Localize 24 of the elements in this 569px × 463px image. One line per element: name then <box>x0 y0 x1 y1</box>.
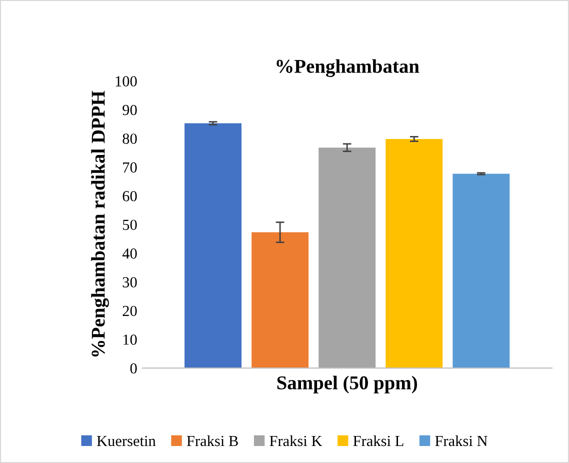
legend-label: Fraksi N <box>435 435 488 446</box>
y-tick-label: 50 <box>123 220 137 230</box>
legend-label: Kuersetin <box>96 436 156 446</box>
y-tick-label: 80 <box>122 134 137 144</box>
y-tick-label: 70 <box>123 162 137 173</box>
bar <box>318 148 376 368</box>
y-axis-title: %Penghambatan radikal DPPH <box>91 90 109 357</box>
y-tick-label: 40 <box>122 248 137 259</box>
y-tick-label: 30 <box>122 277 137 288</box>
legend-label: Fraksi L <box>353 435 404 446</box>
bar <box>452 174 510 368</box>
y-tick-label: 20 <box>122 306 137 316</box>
y-tick-label: 60 <box>122 190 137 202</box>
chart-title: %Penghambatan <box>276 59 420 77</box>
y-tick-label: 0 <box>130 363 137 374</box>
y-tick-label: 90 <box>122 104 137 116</box>
x-axis-title: Sampel (50 ppm) <box>277 376 417 394</box>
bar <box>252 232 309 368</box>
bar <box>184 123 242 368</box>
legend-label: Fraksi K <box>270 435 322 446</box>
y-tick-label: 10 <box>123 334 137 345</box>
y-tick-label: 100 <box>116 76 137 86</box>
bar <box>386 139 443 368</box>
legend-label: Fraksi B <box>186 435 238 446</box>
